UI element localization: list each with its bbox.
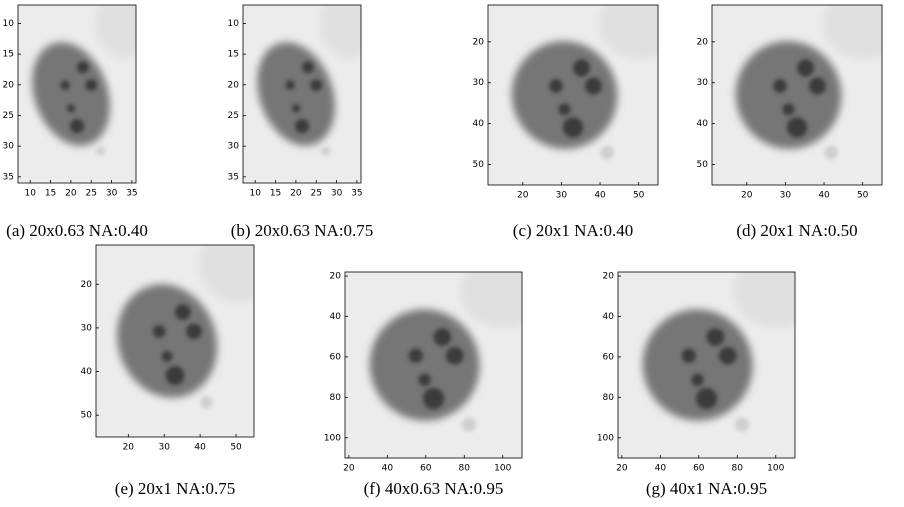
x-tick-label: 30 xyxy=(556,191,568,201)
y-tick-label: 25 xyxy=(3,111,14,121)
x-tick-label: 20 xyxy=(65,189,77,199)
y-tick-label: 30 xyxy=(697,78,709,88)
y-tick-label: 15 xyxy=(3,50,14,60)
y-tick-label: 30 xyxy=(228,142,240,152)
caption: (d) 20x1 NA:0.50 xyxy=(736,221,857,240)
y-tick-label: 50 xyxy=(81,411,93,421)
y-tick-label: 40 xyxy=(697,119,709,129)
y-tick-label: 20 xyxy=(3,80,15,90)
x-tick-label: 10 xyxy=(24,189,36,199)
x-tick-label: 80 xyxy=(459,464,471,474)
x-tick-label: 40 xyxy=(194,443,206,453)
microscopy-image xyxy=(96,226,278,437)
panel: 20 30 40 50 20 30 40 50 (e) 20x1 NA:0.75 xyxy=(81,226,278,498)
caption: (b) 20x0.63 NA:0.75 xyxy=(231,221,374,240)
y-tick-label: 80 xyxy=(603,393,615,403)
microscopy-image xyxy=(618,253,822,458)
x-tick-label: 20 xyxy=(343,464,355,474)
y-tick-label: 30 xyxy=(473,78,485,88)
y-tick-label: 50 xyxy=(697,160,709,170)
x-tick-label: 20 xyxy=(290,189,302,199)
y-tick-label: 35 xyxy=(3,172,14,182)
x-tick-label: 30 xyxy=(780,191,792,201)
y-tick-label: 100 xyxy=(324,433,341,443)
microscopy-image xyxy=(243,0,379,183)
x-tick-label: 40 xyxy=(594,191,606,201)
x-tick-label: 100 xyxy=(494,464,511,474)
figure: 10 15 20 25 30 35 10 15 20 25 30 35 (a) 20x0.63 NA:0… xyxy=(0,0,904,507)
y-tick-label: 20 xyxy=(228,80,240,90)
x-tick-label: 50 xyxy=(230,443,242,453)
x-tick-label: 10 xyxy=(249,189,261,199)
y-tick-label: 20 xyxy=(603,272,615,282)
y-tick-label: 20 xyxy=(330,272,342,282)
x-tick-label: 50 xyxy=(857,191,869,201)
y-tick-label: 60 xyxy=(330,352,342,362)
y-tick-label: 30 xyxy=(3,142,15,152)
caption: (c) 20x1 NA:0.40 xyxy=(513,221,633,240)
panel: 20 30 40 50 20 30 40 50 (c) 20x1 NA:0.40 xyxy=(473,0,684,240)
y-tick-label: 40 xyxy=(603,312,615,322)
y-tick-label: 10 xyxy=(3,19,15,29)
y-tick-label: 20 xyxy=(697,37,709,47)
y-tick-label: 60 xyxy=(603,352,615,362)
x-tick-label: 40 xyxy=(382,464,394,474)
y-tick-label: 35 xyxy=(228,172,239,182)
y-tick-label: 100 xyxy=(597,433,614,443)
y-tick-label: 25 xyxy=(228,111,239,121)
x-tick-label: 40 xyxy=(818,191,830,201)
caption: (g) 40x1 NA:0.95 xyxy=(646,479,767,498)
panel: 10 15 20 25 30 35 10 15 20 25 30 35 (a) 20x0.63 NA:0… xyxy=(3,0,154,240)
x-tick-label: 20 xyxy=(616,464,628,474)
microscopy-image xyxy=(18,0,154,183)
x-tick-label: 15 xyxy=(270,189,281,199)
y-tick-label: 20 xyxy=(81,280,93,290)
x-tick-label: 80 xyxy=(732,464,744,474)
x-tick-label: 25 xyxy=(86,189,97,199)
x-tick-label: 60 xyxy=(693,464,705,474)
x-tick-label: 15 xyxy=(45,189,56,199)
y-tick-label: 80 xyxy=(330,393,342,403)
panel: 10 15 20 25 30 35 10 15 20 25 30 35 (b) 20x0.63 NA:0… xyxy=(228,0,379,240)
x-tick-label: 30 xyxy=(331,189,343,199)
microscopy-image xyxy=(345,253,549,458)
x-tick-label: 25 xyxy=(311,189,322,199)
caption: (f) 40x0.63 NA:0.95 xyxy=(364,479,504,498)
y-tick-label: 40 xyxy=(473,119,485,129)
x-tick-label: 20 xyxy=(517,191,529,201)
caption: (a) 20x0.63 NA:0.40 xyxy=(6,221,148,240)
panel: 20 40 60 80 100 20 40 60 80 100 (f) 40x0.63 NA:0.9… xyxy=(324,253,549,498)
x-tick-label: 100 xyxy=(767,464,784,474)
x-tick-label: 60 xyxy=(420,464,432,474)
x-tick-label: 35 xyxy=(126,189,137,199)
y-tick-label: 20 xyxy=(473,37,485,47)
y-tick-label: 40 xyxy=(81,367,93,377)
x-tick-label: 30 xyxy=(159,443,171,453)
x-tick-label: 35 xyxy=(351,189,362,199)
caption: (e) 20x1 NA:0.75 xyxy=(115,479,235,498)
x-tick-label: 40 xyxy=(655,464,667,474)
y-tick-label: 10 xyxy=(228,19,240,29)
panel: 20 30 40 50 20 30 40 50 (d) 20x1 NA:0.50 xyxy=(697,0,904,240)
x-tick-label: 30 xyxy=(106,189,118,199)
x-tick-label: 20 xyxy=(741,191,753,201)
y-tick-label: 40 xyxy=(330,312,342,322)
y-tick-label: 15 xyxy=(228,50,239,60)
x-tick-label: 20 xyxy=(123,443,135,453)
microscopy-image xyxy=(712,0,904,185)
y-tick-label: 50 xyxy=(473,160,485,170)
x-tick-label: 50 xyxy=(633,191,645,201)
y-tick-label: 30 xyxy=(81,323,93,333)
microscopy-image xyxy=(488,0,684,185)
